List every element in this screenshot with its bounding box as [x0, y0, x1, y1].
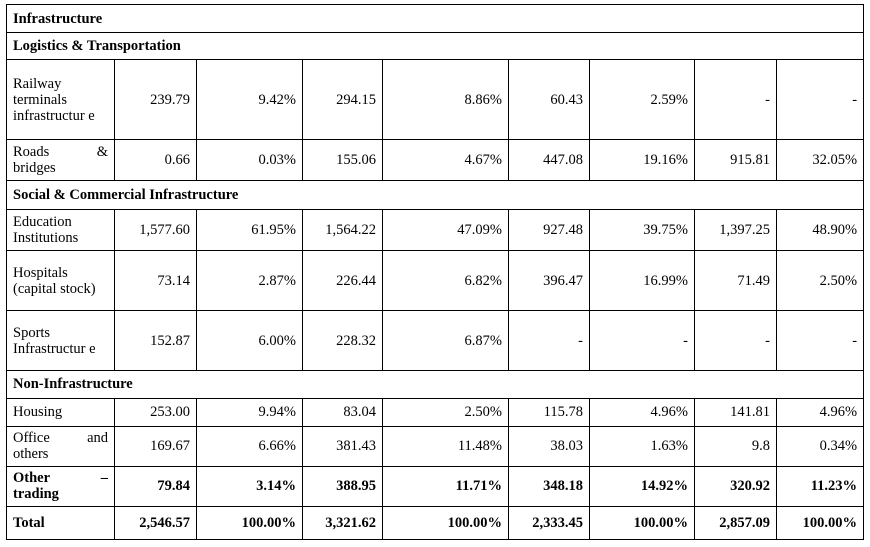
cell-value: 4.96% — [589, 397, 695, 428]
cell-value: 1,564.22 — [302, 209, 383, 252]
cell-value: 83.04 — [302, 397, 383, 428]
cell-value: 3.14% — [196, 465, 303, 508]
cell-value: 14.92% — [589, 465, 695, 508]
cell-value: 320.92 — [694, 465, 777, 508]
total-value: 100.00% — [196, 506, 303, 540]
cell-value: 48.90% — [775, 209, 865, 252]
section-title-social-commercial: Social & Commercial Infrastructure — [5, 179, 865, 211]
row-label-railway-terminals: Railway terminals infrastructur e — [6, 58, 115, 141]
cell-value: 60.43 — [508, 58, 590, 141]
cell-value: 915.81 — [694, 139, 777, 181]
total-value: 2,546.57 — [114, 506, 197, 540]
cell-value: 6.87% — [382, 310, 509, 372]
cell-value: 1,577.60 — [114, 209, 197, 252]
cell-value: 169.67 — [114, 426, 197, 467]
cell-value: 2.50% — [382, 397, 509, 428]
cell-value: 9.94% — [196, 397, 303, 428]
cell-value: 61.95% — [196, 209, 303, 252]
cell-value: 239.79 — [114, 58, 197, 141]
total-value: 100.00% — [382, 506, 509, 540]
cell-value: 447.08 — [508, 139, 590, 181]
total-value: 2,857.09 — [694, 506, 777, 540]
cell-value: 32.05% — [775, 139, 865, 181]
table-row: Other – trading 79.84 3.14% 388.95 11.71… — [6, 465, 865, 508]
cell-value: 228.32 — [302, 310, 383, 372]
total-value: 2,333.45 — [508, 506, 590, 540]
cell-value: 2.87% — [196, 250, 303, 312]
section-title-infrastructure: Infrastructure — [5, 3, 865, 34]
cell-value: 294.15 — [302, 58, 383, 141]
cell-value: 2.50% — [775, 250, 865, 312]
cell-value: 141.81 — [694, 397, 777, 428]
cell-value: 11.23% — [775, 465, 865, 508]
cell-value: 6.66% — [196, 426, 303, 467]
cell-value: 6.82% — [382, 250, 509, 312]
cell-value: 115.78 — [508, 397, 590, 428]
cell-value: 16.99% — [589, 250, 695, 312]
table-row: Sports Infrastructur e 152.87 6.00% 228.… — [6, 310, 865, 372]
row-label-sports: Sports Infrastructur e — [6, 310, 115, 372]
section-title-logistics: Logistics & Transportation — [5, 32, 865, 60]
cell-value: 11.71% — [382, 465, 509, 508]
cell-value: - — [508, 310, 590, 372]
cell-value: - — [694, 58, 777, 141]
cell-value: 226.44 — [302, 250, 383, 312]
cell-value: - — [589, 310, 695, 372]
cell-value: 388.95 — [302, 465, 383, 508]
cell-value: 253.00 — [114, 397, 197, 428]
row-label-other-trading: Other – trading — [6, 465, 115, 508]
total-row: Total 2,546.57 100.00% 3,321.62 100.00% … — [6, 506, 865, 540]
cell-value: 9.42% — [196, 58, 303, 141]
total-value: 3,321.62 — [302, 506, 383, 540]
cell-value: 4.67% — [382, 139, 509, 181]
row-label-roads-bridges: Roads & bridges — [6, 139, 115, 181]
cell-value: 71.49 — [694, 250, 777, 312]
table-row: Office and others 169.67 6.66% 381.43 11… — [6, 426, 865, 467]
cell-value: 0.66 — [114, 139, 197, 181]
cell-value: 1,397.25 — [694, 209, 777, 252]
row-label-education: Education Institutions — [6, 209, 115, 252]
table-row: Hospitals (capital stock) 73.14 2.87% 22… — [6, 250, 865, 312]
cell-value: - — [775, 58, 865, 141]
cell-value: 6.00% — [196, 310, 303, 372]
cell-value: 38.03 — [508, 426, 590, 467]
cell-value: 73.14 — [114, 250, 197, 312]
cell-value: 348.18 — [508, 465, 590, 508]
cell-value: 39.75% — [589, 209, 695, 252]
cell-value: 0.03% — [196, 139, 303, 181]
cell-value: 927.48 — [508, 209, 590, 252]
cell-value: 19.16% — [589, 139, 695, 181]
table-row: Education Institutions 1,577.60 61.95% 1… — [6, 209, 865, 252]
cell-value: 11.48% — [382, 426, 509, 467]
row-label-housing: Housing — [6, 397, 115, 428]
cell-value: - — [775, 310, 865, 372]
cell-value: 152.87 — [114, 310, 197, 372]
row-label-hospitals: Hospitals (capital stock) — [6, 250, 115, 312]
cell-value: 79.84 — [114, 465, 197, 508]
cell-value: 396.47 — [508, 250, 590, 312]
cell-value: 9.8 — [694, 426, 777, 467]
table-row: Housing 253.00 9.94% 83.04 2.50% 115.78 … — [6, 397, 865, 428]
cell-value: 4.96% — [775, 397, 865, 428]
section-title-non-infrastructure: Non-Infrastructure — [5, 370, 865, 399]
table-row: Railway terminals infrastructur e 239.79… — [6, 58, 865, 141]
row-label-total: Total — [6, 506, 115, 540]
financial-table: Infrastructure Logistics & Transportatio… — [5, 3, 865, 540]
cell-value: 0.34% — [775, 426, 865, 467]
row-label-office-others: Office and others — [6, 426, 115, 467]
cell-value: 47.09% — [382, 209, 509, 252]
total-value: 100.00% — [775, 506, 865, 540]
cell-value: 1.63% — [589, 426, 695, 467]
cell-value: 8.86% — [382, 58, 509, 141]
cell-value: - — [694, 310, 777, 372]
cell-value: 381.43 — [302, 426, 383, 467]
table-row: Roads & bridges 0.66 0.03% 155.06 4.67% … — [6, 139, 865, 181]
cell-value: 2.59% — [589, 58, 695, 141]
cell-value: 155.06 — [302, 139, 383, 181]
total-value: 100.00% — [589, 506, 695, 540]
